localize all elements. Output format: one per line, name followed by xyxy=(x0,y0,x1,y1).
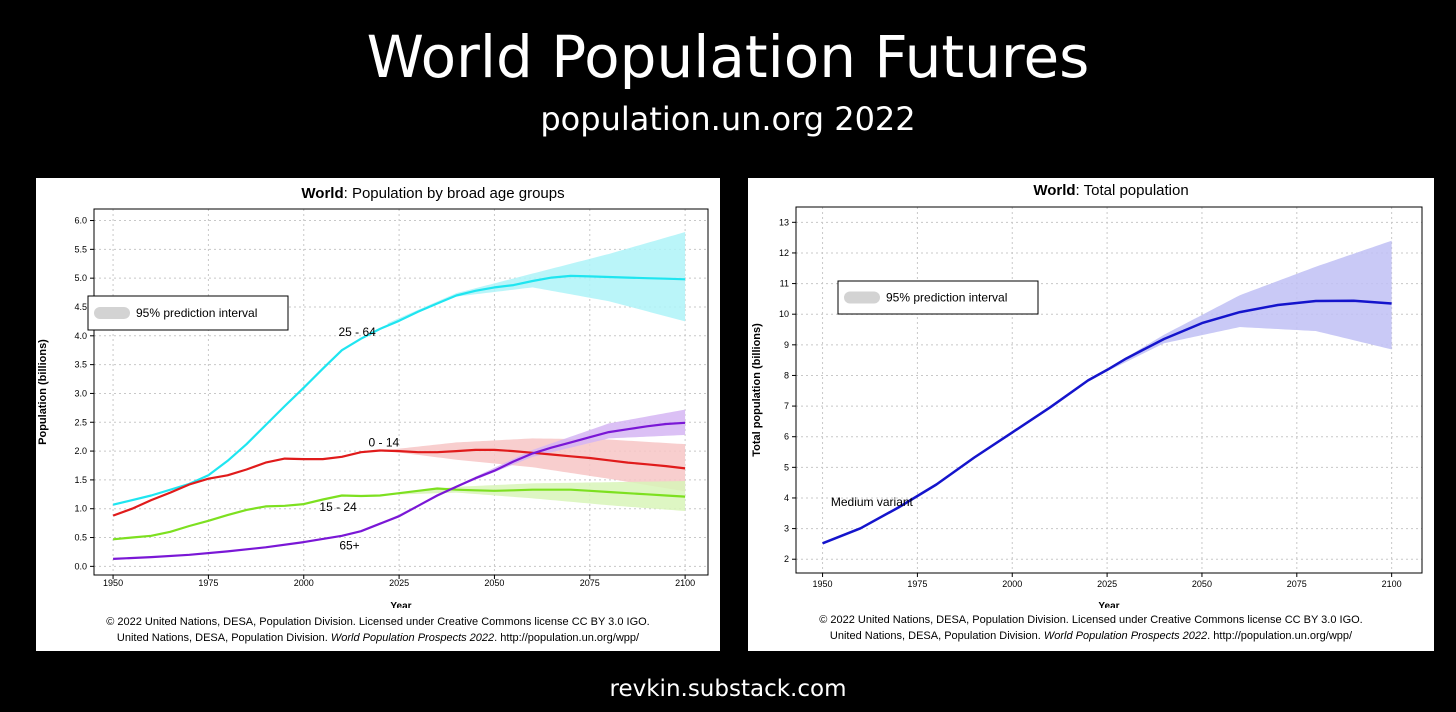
chart-title-region: World xyxy=(301,185,343,202)
y-tick-label: 2 xyxy=(784,554,789,564)
y-tick-label: 0.0 xyxy=(74,561,87,571)
x-tick-label: 2075 xyxy=(1287,579,1307,589)
x-tick-label: 2000 xyxy=(1002,579,1022,589)
prediction-band xyxy=(1095,240,1392,377)
credit-source: United Nations, DESA, Population Divisio… xyxy=(829,630,1044,642)
y-tick-label: 3.0 xyxy=(74,388,87,398)
age-groups-chart-panel: World: Population by broad age groups 195… xyxy=(36,178,720,651)
series-label: 65+ xyxy=(339,539,359,553)
y-tick-label: 4.0 xyxy=(74,331,87,341)
slide-subtitle: population.un.org 2022 xyxy=(540,100,916,138)
y-tick-label: 6 xyxy=(784,432,789,442)
y-tick-label: 12 xyxy=(779,248,789,258)
series-label: 25 - 64 xyxy=(338,325,376,339)
y-tick-label: 8 xyxy=(784,370,789,380)
x-tick-label: 1975 xyxy=(907,579,927,589)
x-tick-label: 2000 xyxy=(294,578,314,588)
y-tick-label: 4.5 xyxy=(74,302,87,312)
y-axis-label: Total population (billions) xyxy=(751,323,763,457)
y-tick-label: 1.0 xyxy=(74,504,87,514)
y-tick-label: 7 xyxy=(784,401,789,411)
x-axis-label: Year xyxy=(390,601,411,608)
y-tick-label: 5.5 xyxy=(74,244,87,254)
series-label: 15 - 24 xyxy=(319,500,357,514)
credit-publication: World Population Prospects 2022 xyxy=(1043,630,1208,642)
prediction-band xyxy=(387,481,686,512)
y-tick-label: 2.0 xyxy=(74,446,87,456)
y-tick-label: 5 xyxy=(784,462,789,472)
series-line xyxy=(113,421,686,560)
legend-label: 95% prediction interval xyxy=(886,291,1007,305)
slide-footer: revkin.substack.com xyxy=(609,676,847,702)
x-tick-label: 2025 xyxy=(1097,579,1117,589)
y-tick-label: 3.5 xyxy=(74,360,87,370)
y-tick-label: 4 xyxy=(784,493,789,503)
x-tick-label: 2025 xyxy=(389,578,409,588)
x-tick-label: 1975 xyxy=(198,578,218,588)
y-tick-label: 11 xyxy=(780,279,789,289)
legend-swatch xyxy=(94,307,130,319)
series-line xyxy=(112,274,686,506)
y-tick-label: 5.0 xyxy=(74,273,87,283)
x-tick-label: 1950 xyxy=(813,579,833,589)
chart-credit-line-1: © 2022 United Nations, DESA, Population … xyxy=(106,616,650,628)
total-population-chart: World: Total population 1950 1975 2000 2025 2… xyxy=(751,182,1423,608)
series-line xyxy=(112,487,686,541)
y-tick-label: 13 xyxy=(779,217,789,227)
age-groups-chart: World: Population by broad age groups 195… xyxy=(37,185,709,608)
y-tick-label: 0.5 xyxy=(74,533,87,543)
x-axis-label: Year xyxy=(1098,601,1119,608)
y-tick-label: 3 xyxy=(784,524,789,534)
credit-publication: World Population Prospects 2022 xyxy=(330,632,495,644)
legend-label: 95% prediction interval xyxy=(136,306,257,320)
x-tick-label: 2075 xyxy=(580,578,600,588)
y-tick-label: 1.5 xyxy=(74,475,87,485)
x-tick-label: 2050 xyxy=(1192,579,1212,589)
x-tick-label: 2100 xyxy=(1382,579,1402,589)
series-label: 0 - 14 xyxy=(368,435,399,449)
credit-source: United Nations, DESA, Population Divisio… xyxy=(116,632,331,644)
slide-title: World Population Futures xyxy=(366,23,1090,91)
legend-swatch xyxy=(844,291,880,304)
y-tick-label: 10 xyxy=(779,309,789,319)
chart-credit-line-1: © 2022 United Nations, DESA, Population … xyxy=(819,614,1363,626)
prediction-band xyxy=(387,232,686,326)
chart-title-text: : Population by broad age groups xyxy=(344,185,565,202)
chart-title-text: : Total population xyxy=(1076,182,1189,199)
total-population-chart-panel: World: Total population 1950 1975 2000 2025 2… xyxy=(748,178,1434,651)
plot-frame xyxy=(93,208,709,576)
x-tick-label: 1950 xyxy=(103,578,123,588)
y-tick-label: 2.5 xyxy=(74,417,87,427)
credit-url: . http://population.un.org/wpp/ xyxy=(1207,630,1353,642)
x-tick-label: 2100 xyxy=(675,578,695,588)
series-line xyxy=(822,299,1392,545)
y-tick-label: 6.0 xyxy=(74,216,87,226)
chart-title: World: Population by broad age groups xyxy=(301,185,564,202)
series-label: Medium variant xyxy=(831,495,914,509)
chart-credit-line-2: United Nations, DESA, Population Divisio… xyxy=(36,631,720,645)
y-axis-label: Population (billions) xyxy=(37,339,49,445)
x-tick-label: 2050 xyxy=(484,578,504,588)
chart-title: World: Total population xyxy=(1033,182,1188,199)
plot-frame xyxy=(795,206,1423,574)
prediction-band xyxy=(387,409,686,522)
credit-url: . http://population.un.org/wpp/ xyxy=(494,632,640,644)
chart-title-region: World xyxy=(1033,182,1075,199)
series-line xyxy=(112,448,686,517)
chart-credit-line-2: United Nations, DESA, Population Divisio… xyxy=(748,629,1434,643)
y-tick-label: 9 xyxy=(784,340,789,350)
